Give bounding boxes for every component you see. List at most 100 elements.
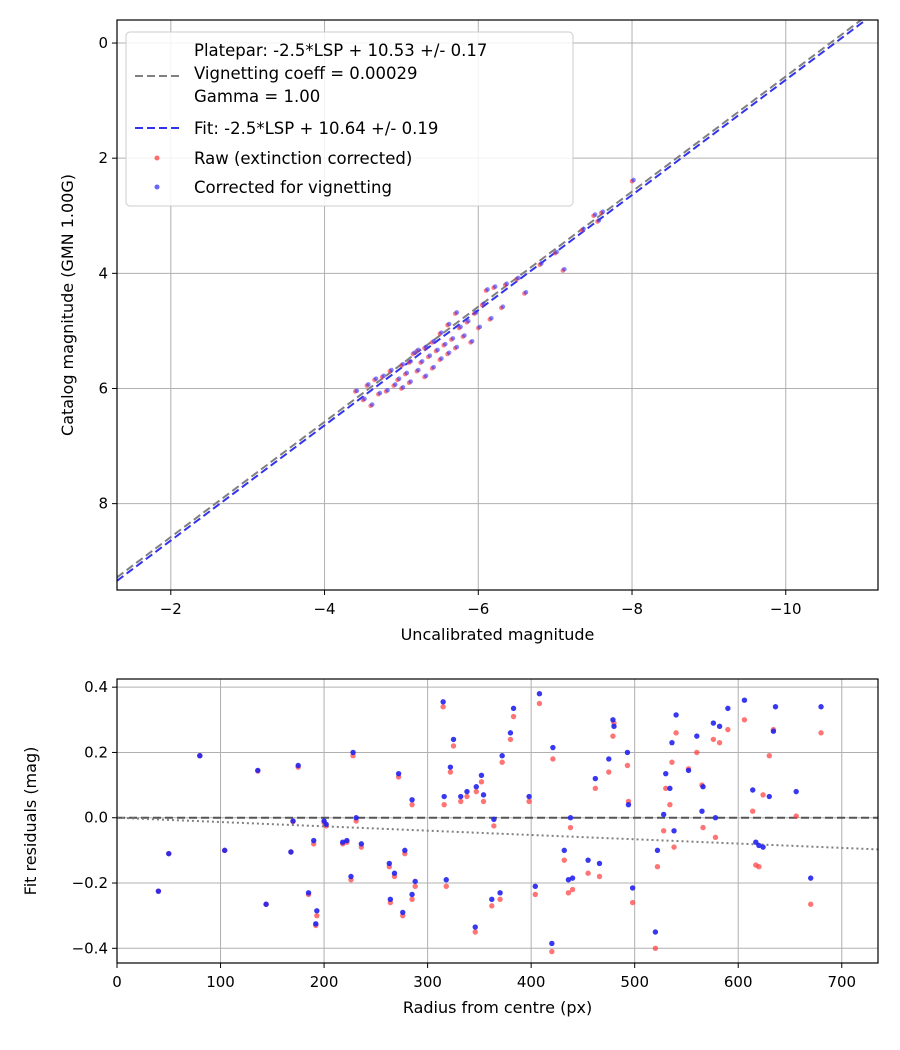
- corrected-point: [373, 376, 379, 381]
- corrected-point: [408, 359, 413, 364]
- y-tick-label: 2: [98, 149, 108, 167]
- corrected-point: [395, 770, 402, 777]
- x-tick-label: −8: [621, 600, 643, 618]
- raw-point: [412, 883, 418, 889]
- corrected-point: [515, 275, 521, 281]
- corrected-point: [396, 376, 402, 381]
- raw-point: [712, 834, 719, 841]
- raw-point: [592, 785, 599, 792]
- raw-point: [760, 792, 766, 798]
- raw-point: [507, 736, 514, 743]
- raw-point: [669, 759, 675, 765]
- corrected-point: [439, 330, 444, 335]
- corrected-point: [500, 304, 506, 310]
- corrected-point: [288, 849, 294, 855]
- corrected-point: [400, 385, 406, 390]
- corrected-point: [348, 873, 354, 880]
- raw-point: [660, 828, 667, 834]
- raw-point: [629, 899, 636, 906]
- x-tick-label: −2: [160, 600, 182, 618]
- corrected-point: [431, 338, 436, 344]
- axes-frame: [116, 678, 879, 964]
- raw-point: [441, 801, 447, 808]
- corrected-point: [427, 353, 433, 358]
- corrected-point: [654, 847, 661, 854]
- corrected-point: [741, 697, 748, 703]
- raw-point: [756, 864, 762, 870]
- raw-point: [499, 759, 505, 765]
- corrected-point: [663, 770, 669, 777]
- corrected-point: [431, 364, 436, 370]
- corrected-point: [510, 705, 517, 712]
- raw-legend-marker: [154, 155, 160, 161]
- x-tick-label: 700: [827, 973, 856, 991]
- raw-point: [458, 798, 464, 805]
- corrected-point: [409, 891, 415, 898]
- calibration-plot: −2 −4 −6 −8 −10 0 2 4 6 8 Uncalibrated magnitude Ca…: [58, 19, 879, 644]
- corrected-point: [581, 226, 586, 232]
- raw-point: [409, 896, 415, 903]
- corrected-point: [523, 290, 529, 295]
- fit-line: [117, 20, 868, 582]
- corrected-point: [166, 850, 172, 857]
- corrected-point: [562, 267, 567, 272]
- corrected-point: [561, 847, 567, 854]
- corrected-point: [465, 318, 471, 324]
- corrected-point: [756, 842, 762, 849]
- raw-point: [532, 891, 538, 898]
- x-tick-label: 600: [724, 973, 753, 991]
- raw-point: [497, 896, 503, 903]
- raw-point: [652, 945, 659, 952]
- corrected-point: [673, 712, 679, 718]
- corrected-point: [391, 870, 398, 876]
- raw-point: [314, 912, 320, 919]
- legend-corrected-label: Corrected for vignetting: [194, 178, 392, 197]
- legend: Platepar: -2.5*LSP + 10.53 +/- 0.17 Vigne…: [125, 31, 574, 207]
- corrected-point: [412, 878, 418, 885]
- corrected-point: [766, 793, 772, 800]
- corrected-point: [323, 821, 329, 827]
- corrected-point: [450, 736, 457, 743]
- raw-point: [473, 788, 479, 795]
- corrected-point: [473, 784, 479, 790]
- raw-point: [550, 756, 556, 762]
- corrected-point: [381, 373, 387, 379]
- corrected-point: [404, 370, 410, 376]
- corrected-point: [446, 321, 452, 327]
- y-tick-label: 0.4: [84, 678, 108, 696]
- corrected-point: [491, 816, 497, 823]
- raw-point: [671, 844, 677, 850]
- raw-point: [725, 726, 731, 733]
- corrected-point: [625, 801, 632, 808]
- corrected-point: [263, 901, 269, 907]
- raw-point: [569, 886, 576, 893]
- corrected-point: [458, 793, 464, 800]
- corrected-point: [354, 388, 360, 394]
- residuals-plot: 0 100 200 300 400 500 600 700 0.4 0.2 0.0 −0.2 −0.4 R…: [21, 678, 879, 1017]
- corrected-point: [314, 908, 320, 914]
- raw-point: [478, 779, 485, 785]
- corrected-legend-marker: [154, 184, 160, 190]
- corrected-point: [536, 690, 543, 697]
- corrected-point: [423, 373, 429, 379]
- raw-point: [766, 753, 772, 759]
- corrected-point: [473, 310, 479, 315]
- corrected-point: [497, 890, 503, 896]
- raw-point: [654, 864, 661, 870]
- corrected-point: [611, 723, 617, 730]
- y-tick-label: 0.2: [84, 743, 108, 761]
- raw-point: [489, 903, 495, 909]
- raw-point: [443, 883, 449, 889]
- y-tick-label: 6: [98, 379, 108, 397]
- corrected-point: [772, 704, 779, 710]
- axes-frame: [116, 19, 879, 591]
- corrected-point: [725, 705, 731, 712]
- corrected-point: [409, 797, 415, 803]
- corrected-point: [350, 749, 356, 756]
- corrected-point: [567, 815, 574, 821]
- corrected-point: [412, 350, 417, 356]
- corrected-point: [387, 896, 394, 903]
- corrected-point: [344, 837, 350, 844]
- corrected-point: [477, 324, 483, 330]
